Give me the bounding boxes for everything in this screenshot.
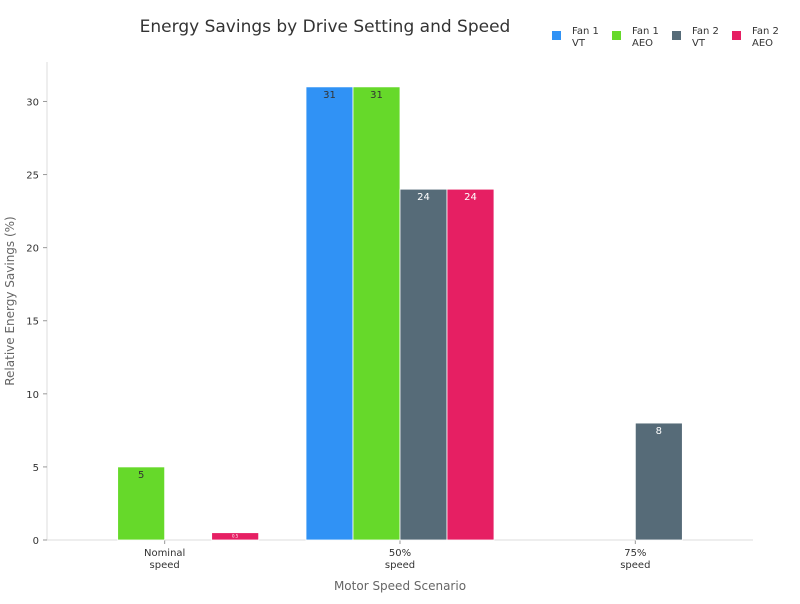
legend-swatch <box>612 31 621 40</box>
x-tick-label: 50% <box>389 548 411 559</box>
data-label: 24 <box>464 192 477 203</box>
legend-label: AEO <box>632 38 653 49</box>
data-label: 0.5 <box>232 534 239 539</box>
chart-title: Energy Savings by Drive Setting and Spee… <box>140 17 511 37</box>
bar <box>446 188 495 541</box>
bar <box>352 86 401 541</box>
bar <box>211 532 260 541</box>
legend-label: AEO <box>752 38 773 49</box>
legend-label: VT <box>692 38 706 49</box>
legend-label: Fan 1 <box>572 26 599 37</box>
legend-swatch <box>732 31 741 40</box>
y-tick-label: 5 <box>33 463 39 474</box>
y-tick-label: 10 <box>26 390 39 401</box>
y-axis-label: Relative Energy Savings (%) <box>3 216 17 386</box>
legend-label: Fan 1 <box>632 26 659 37</box>
x-tick-label: speed <box>150 560 180 571</box>
bar <box>305 86 354 541</box>
legend-swatch <box>552 31 561 40</box>
x-axis-label: Motor Speed Scenario <box>334 579 466 593</box>
x-tick-label: speed <box>620 560 650 571</box>
legend-swatch <box>672 31 681 40</box>
data-label: 31 <box>323 90 336 101</box>
x-tick-label: speed <box>385 560 415 571</box>
legend-label: VT <box>572 38 586 49</box>
bar <box>399 188 448 541</box>
data-label: 8 <box>656 426 662 437</box>
data-label: 24 <box>417 192 430 203</box>
y-tick-label: 25 <box>26 171 39 182</box>
y-tick-label: 30 <box>26 97 39 108</box>
x-tick-label: Nominal <box>144 548 185 559</box>
bar <box>634 422 683 541</box>
y-tick-label: 20 <box>26 244 39 255</box>
y-tick-label: 0 <box>33 536 39 547</box>
legend-label: Fan 2 <box>752 26 779 37</box>
bar <box>117 466 166 541</box>
y-tick-label: 15 <box>26 317 39 328</box>
legend-label: Fan 2 <box>692 26 719 37</box>
data-label: 31 <box>370 90 383 101</box>
x-tick-label: 75% <box>624 548 646 559</box>
data-label: 5 <box>138 470 144 481</box>
